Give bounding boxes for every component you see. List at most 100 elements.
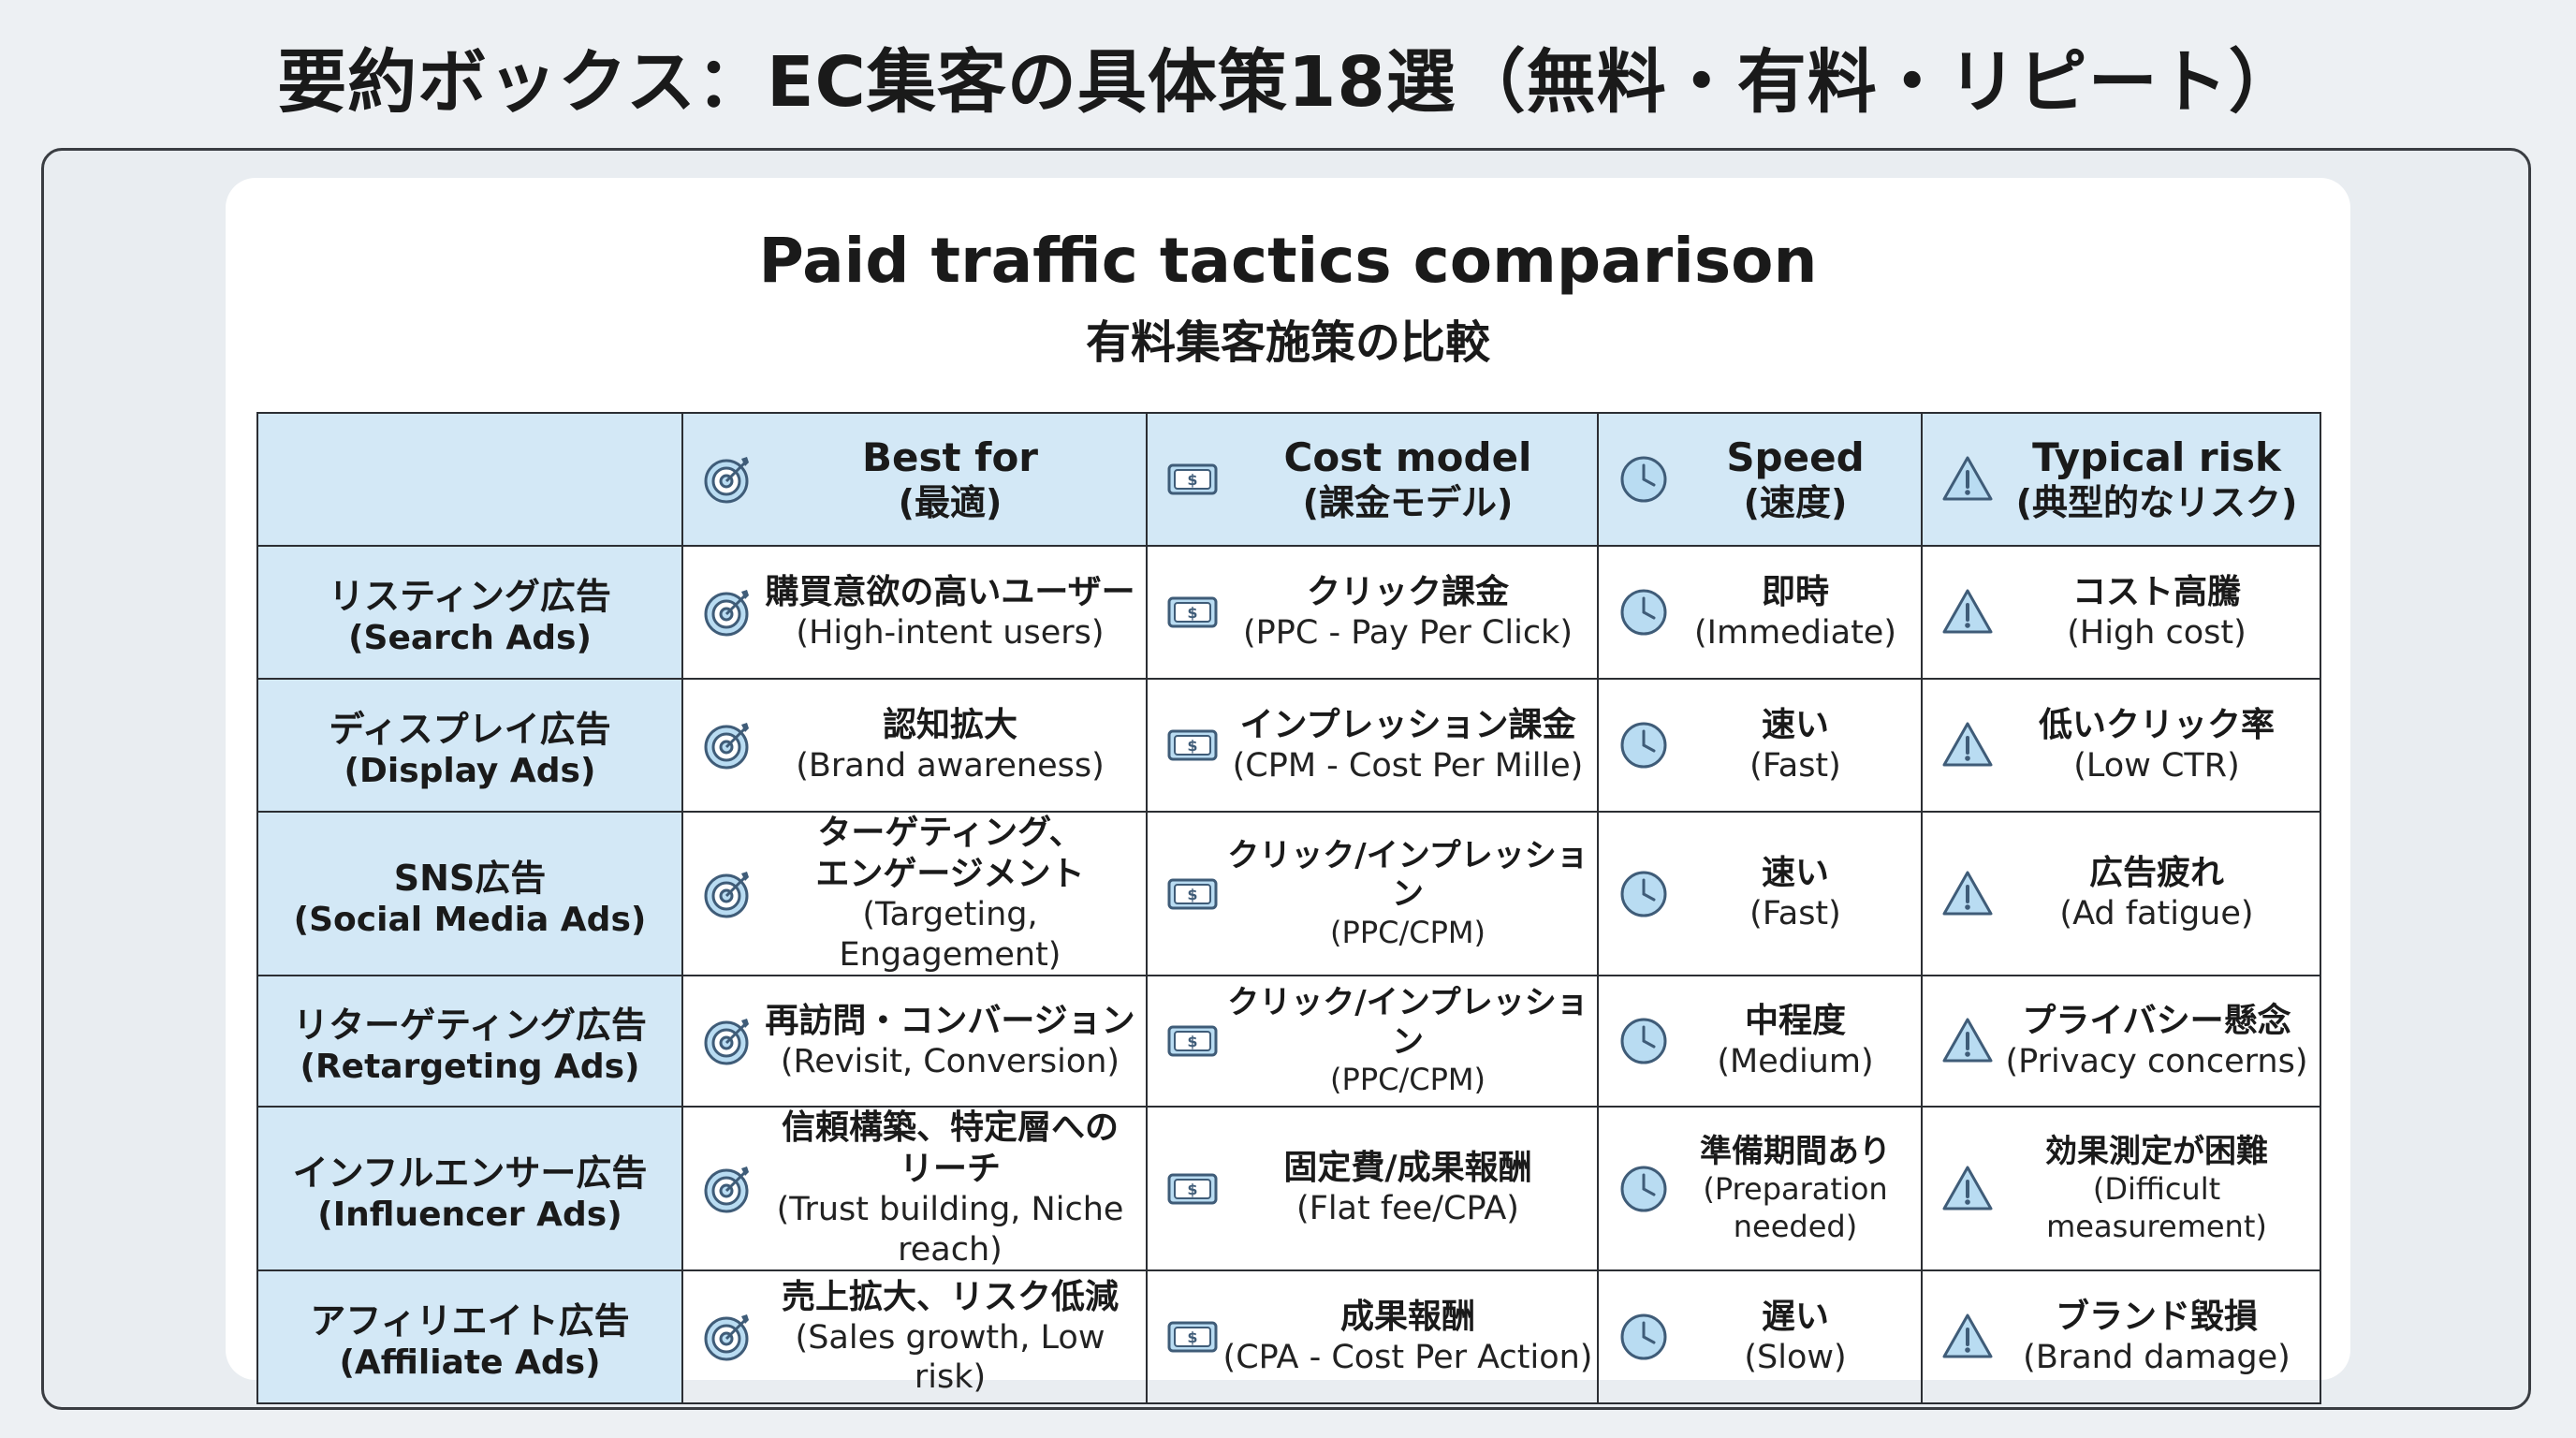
row-header-ja: SNS広告 — [393, 857, 547, 899]
warning-icon — [1942, 456, 1993, 501]
cell-en: (Ad fatigue) — [2059, 895, 2254, 933]
cell-en: (Sales growth, Low risk) — [795, 1318, 1105, 1397]
table-cell-cost: $ クリック課金 (PPC - Pay Per Click) — [1146, 545, 1599, 680]
cell-ja: 速い — [1761, 854, 1829, 893]
table-cell-speed: 中程度 (Medium) — [1597, 975, 1923, 1108]
column-header-en: Speed — [1726, 434, 1865, 481]
row-header-ja: アフィリエイト広告 — [310, 1300, 630, 1343]
table-row: リスティング広告 (Search Ads) 購買意欲の高いユーザー (High-in… — [256, 545, 2321, 680]
cell-ja: クリック/インプレッション — [1227, 984, 1588, 1061]
table-cell-cost: $ クリック/インプレッション (PPC/CPM) — [1146, 975, 1599, 1108]
clock-icon — [1620, 1313, 1667, 1360]
table-cell-best: 購買意欲の高いユーザー (High-intent users) — [681, 545, 1148, 680]
row-header-ja: リスティング広告 — [329, 576, 611, 617]
row-header-ja: ディスプレイ広告 — [329, 709, 611, 750]
table-row: ディスプレイ広告 (Display Ads) 認知拡大 (Brand awarene… — [256, 678, 2321, 813]
cell-ja: クリック/インプレッション — [1227, 836, 1588, 914]
page-title: 要約ボックス：EC集客の具体策18選（無料・有料・リピート） — [277, 42, 2299, 123]
svg-text:$: $ — [1187, 471, 1197, 489]
warning-icon — [1942, 1166, 1993, 1211]
column-header: Speed (速度) — [1597, 412, 1923, 547]
warning-icon — [1942, 1018, 1993, 1063]
cell-ja: ターゲティング、 エンゲージメント — [815, 814, 1085, 893]
cell-ja: 即時 — [1761, 572, 1829, 611]
table-row: インフルエンサー広告 (Influencer Ads) 信頼構築、特定層への リー… — [256, 1106, 2321, 1272]
table-cell-speed: 速い (Fast) — [1597, 678, 1923, 813]
cell-ja: 購買意欲の高いユーザー — [765, 572, 1135, 611]
table-cell-best: 売上拡大、リスク低減 (Sales growth, Low risk) — [681, 1269, 1148, 1405]
target-icon — [704, 723, 749, 770]
svg-text:$: $ — [1187, 1033, 1197, 1050]
cell-en: (Flat fee/CPA) — [1296, 1190, 1519, 1228]
table-cell-best: 信頼構築、特定層への リーチ (Trust building, Niche rea… — [681, 1106, 1148, 1272]
cell-en: (Privacy concerns) — [2005, 1042, 2308, 1080]
target-icon — [704, 1166, 749, 1213]
table-cell-speed: 準備期間あり (Preparation needed) — [1597, 1106, 1923, 1272]
warning-icon — [1942, 589, 1993, 634]
cell-ja: プライバシー懸念 — [2022, 1001, 2291, 1040]
clock-icon — [1620, 1166, 1667, 1212]
table-cell-cost: $ クリック/インプレッション (PPC/CPM) — [1146, 810, 1599, 977]
row-header: リターゲティング広告 (Retargeting Ads) — [256, 975, 683, 1108]
table-cell-cost: $ 成果報酬 (CPA - Cost Per Action) — [1146, 1269, 1599, 1405]
cell-en: (Low CTR) — [2073, 746, 2240, 785]
cell-en: (Trust building, Niche reach) — [776, 1191, 1124, 1269]
cell-ja: 認知拡大 — [882, 705, 1017, 744]
column-header-ja: (課金モデル) — [1302, 482, 1514, 524]
cell-en: (PPC - Pay Per Click) — [1243, 613, 1573, 652]
cell-en: (Preparation needed) — [1703, 1171, 1888, 1244]
target-icon — [704, 457, 749, 504]
corner-cell — [256, 412, 683, 547]
svg-text:$: $ — [1187, 604, 1197, 622]
cell-ja: 低いクリック率 — [2038, 705, 2275, 744]
svg-text:$: $ — [1187, 1328, 1197, 1346]
table-cell-speed: 遅い (Slow) — [1597, 1269, 1923, 1405]
money-icon: $ — [1167, 1321, 1218, 1353]
table-subtitle: 有料集客施策の比較 — [1085, 316, 1490, 369]
cell-en: (High-intent users) — [796, 613, 1105, 652]
cell-ja: 売上拡大、リスク低減 — [781, 1277, 1119, 1316]
row-header-en: (Display Ads) — [344, 752, 596, 790]
table-cell-cost: $ 固定費/成果報酬 (Flat fee/CPA) — [1146, 1106, 1599, 1272]
cell-en: (PPC/CPM) — [1330, 1062, 1486, 1098]
warning-icon — [1942, 871, 1993, 916]
row-header-ja: インフルエンサー広告 — [292, 1152, 648, 1194]
target-icon — [704, 1314, 749, 1361]
cell-en: (Revisit, Conversion) — [780, 1042, 1120, 1080]
cell-en: (Fast) — [1749, 895, 1841, 933]
table-cell-speed: 即時 (Immediate) — [1597, 545, 1923, 680]
cell-ja: 速い — [1761, 705, 1829, 744]
table-cell-risk: ブランド毀損 (Brand damage) — [1921, 1269, 2321, 1405]
cell-en: (Targeting, Engagement) — [839, 895, 1061, 974]
table-header-row: Best for (最適) $ Cost model (課金モデル) Speed (速度… — [256, 412, 2321, 547]
cell-ja: 効果測定が困難 — [2045, 1133, 2268, 1171]
column-header-ja: (典型的なリスク) — [2015, 482, 2298, 524]
row-header-en: (Search Ads) — [348, 619, 592, 657]
row-header: ディスプレイ広告 (Display Ads) — [256, 678, 683, 813]
row-header: SNS広告 (Social Media Ads) — [256, 810, 683, 977]
table-cell-speed: 速い (Fast) — [1597, 810, 1923, 977]
row-header: リスティング広告 (Search Ads) — [256, 545, 683, 680]
row-header-en: (Retargeting Ads) — [300, 1048, 640, 1087]
cell-en: (Medium) — [1717, 1042, 1874, 1080]
cell-ja: クリック課金 — [1306, 572, 1509, 611]
target-icon — [704, 1019, 749, 1065]
table-title: Paid traffic tactics comparison — [758, 225, 1818, 297]
warning-icon — [1942, 722, 1993, 767]
cell-ja: 信頼構築、特定層への リーチ — [781, 1108, 1119, 1189]
cell-ja: 遅い — [1761, 1298, 1829, 1337]
money-icon: $ — [1167, 596, 1218, 628]
cell-en: (Brand damage) — [2023, 1338, 2291, 1376]
comparison-table: Best for (最適) $ Cost model (課金モデル) Speed (速度… — [256, 412, 2321, 1405]
column-header-en: Cost model — [1283, 434, 1532, 481]
cell-ja: 準備期間あり — [1700, 1133, 1891, 1171]
table-row: SNS広告 (Social Media Ads) ターゲティング、 エンゲージメン… — [256, 810, 2321, 977]
cell-en: (Slow) — [1744, 1338, 1847, 1376]
column-header: Typical risk (典型的なリスク) — [1921, 412, 2321, 547]
clock-icon — [1620, 589, 1667, 636]
table-cell-best: 認知拡大 (Brand awareness) — [681, 678, 1148, 813]
clock-icon — [1620, 722, 1667, 769]
svg-text:$: $ — [1187, 737, 1197, 755]
cell-ja: 固定費/成果報酬 — [1283, 1149, 1532, 1188]
cell-en: (Difficult measurement) — [2046, 1171, 2267, 1244]
